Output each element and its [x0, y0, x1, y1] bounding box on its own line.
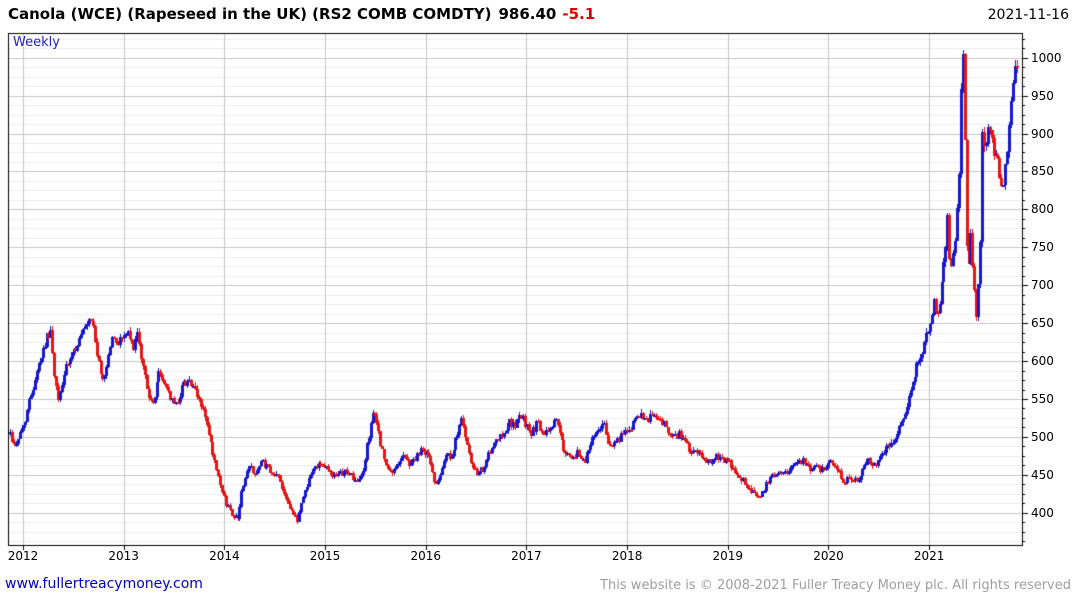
x-tick-label: 2013 — [108, 549, 139, 563]
y-tick-label: 900 — [1031, 126, 1054, 141]
x-tick-label: 2020 — [813, 549, 844, 563]
y-tick-label: 850 — [1031, 164, 1054, 179]
x-tick-label: 2017 — [511, 549, 542, 563]
y-tick-label: 750 — [1031, 240, 1054, 255]
y-tick-label: 1000 — [1031, 50, 1062, 65]
y-tick-label: 700 — [1031, 278, 1054, 293]
y-tick-label: 950 — [1031, 88, 1054, 103]
y-tick-label: 650 — [1031, 316, 1054, 331]
site-link[interactable]: www.fullertreacymoney.com — [5, 576, 203, 592]
x-tick-label: 2018 — [611, 549, 643, 563]
x-tick-label: 2012 — [7, 549, 39, 563]
x-tick-label: 2021 — [913, 549, 945, 563]
copyright-text: This website is © 2008-2021 Fuller Treac… — [600, 578, 1071, 593]
x-tick-label: 2015 — [309, 549, 341, 563]
frequency-label: Weekly — [13, 35, 60, 50]
y-tick-label: 450 — [1031, 467, 1054, 482]
y-tick-label: 500 — [1031, 429, 1054, 444]
x-tick-label: 2014 — [209, 549, 240, 563]
y-tick-label: 600 — [1031, 354, 1054, 369]
x-tick-label: 2016 — [410, 549, 441, 563]
y-tick-label: 400 — [1031, 505, 1054, 520]
y-tick-label: 550 — [1031, 391, 1054, 406]
x-tick-label: 2019 — [712, 549, 744, 563]
y-tick-label: 800 — [1031, 202, 1054, 217]
